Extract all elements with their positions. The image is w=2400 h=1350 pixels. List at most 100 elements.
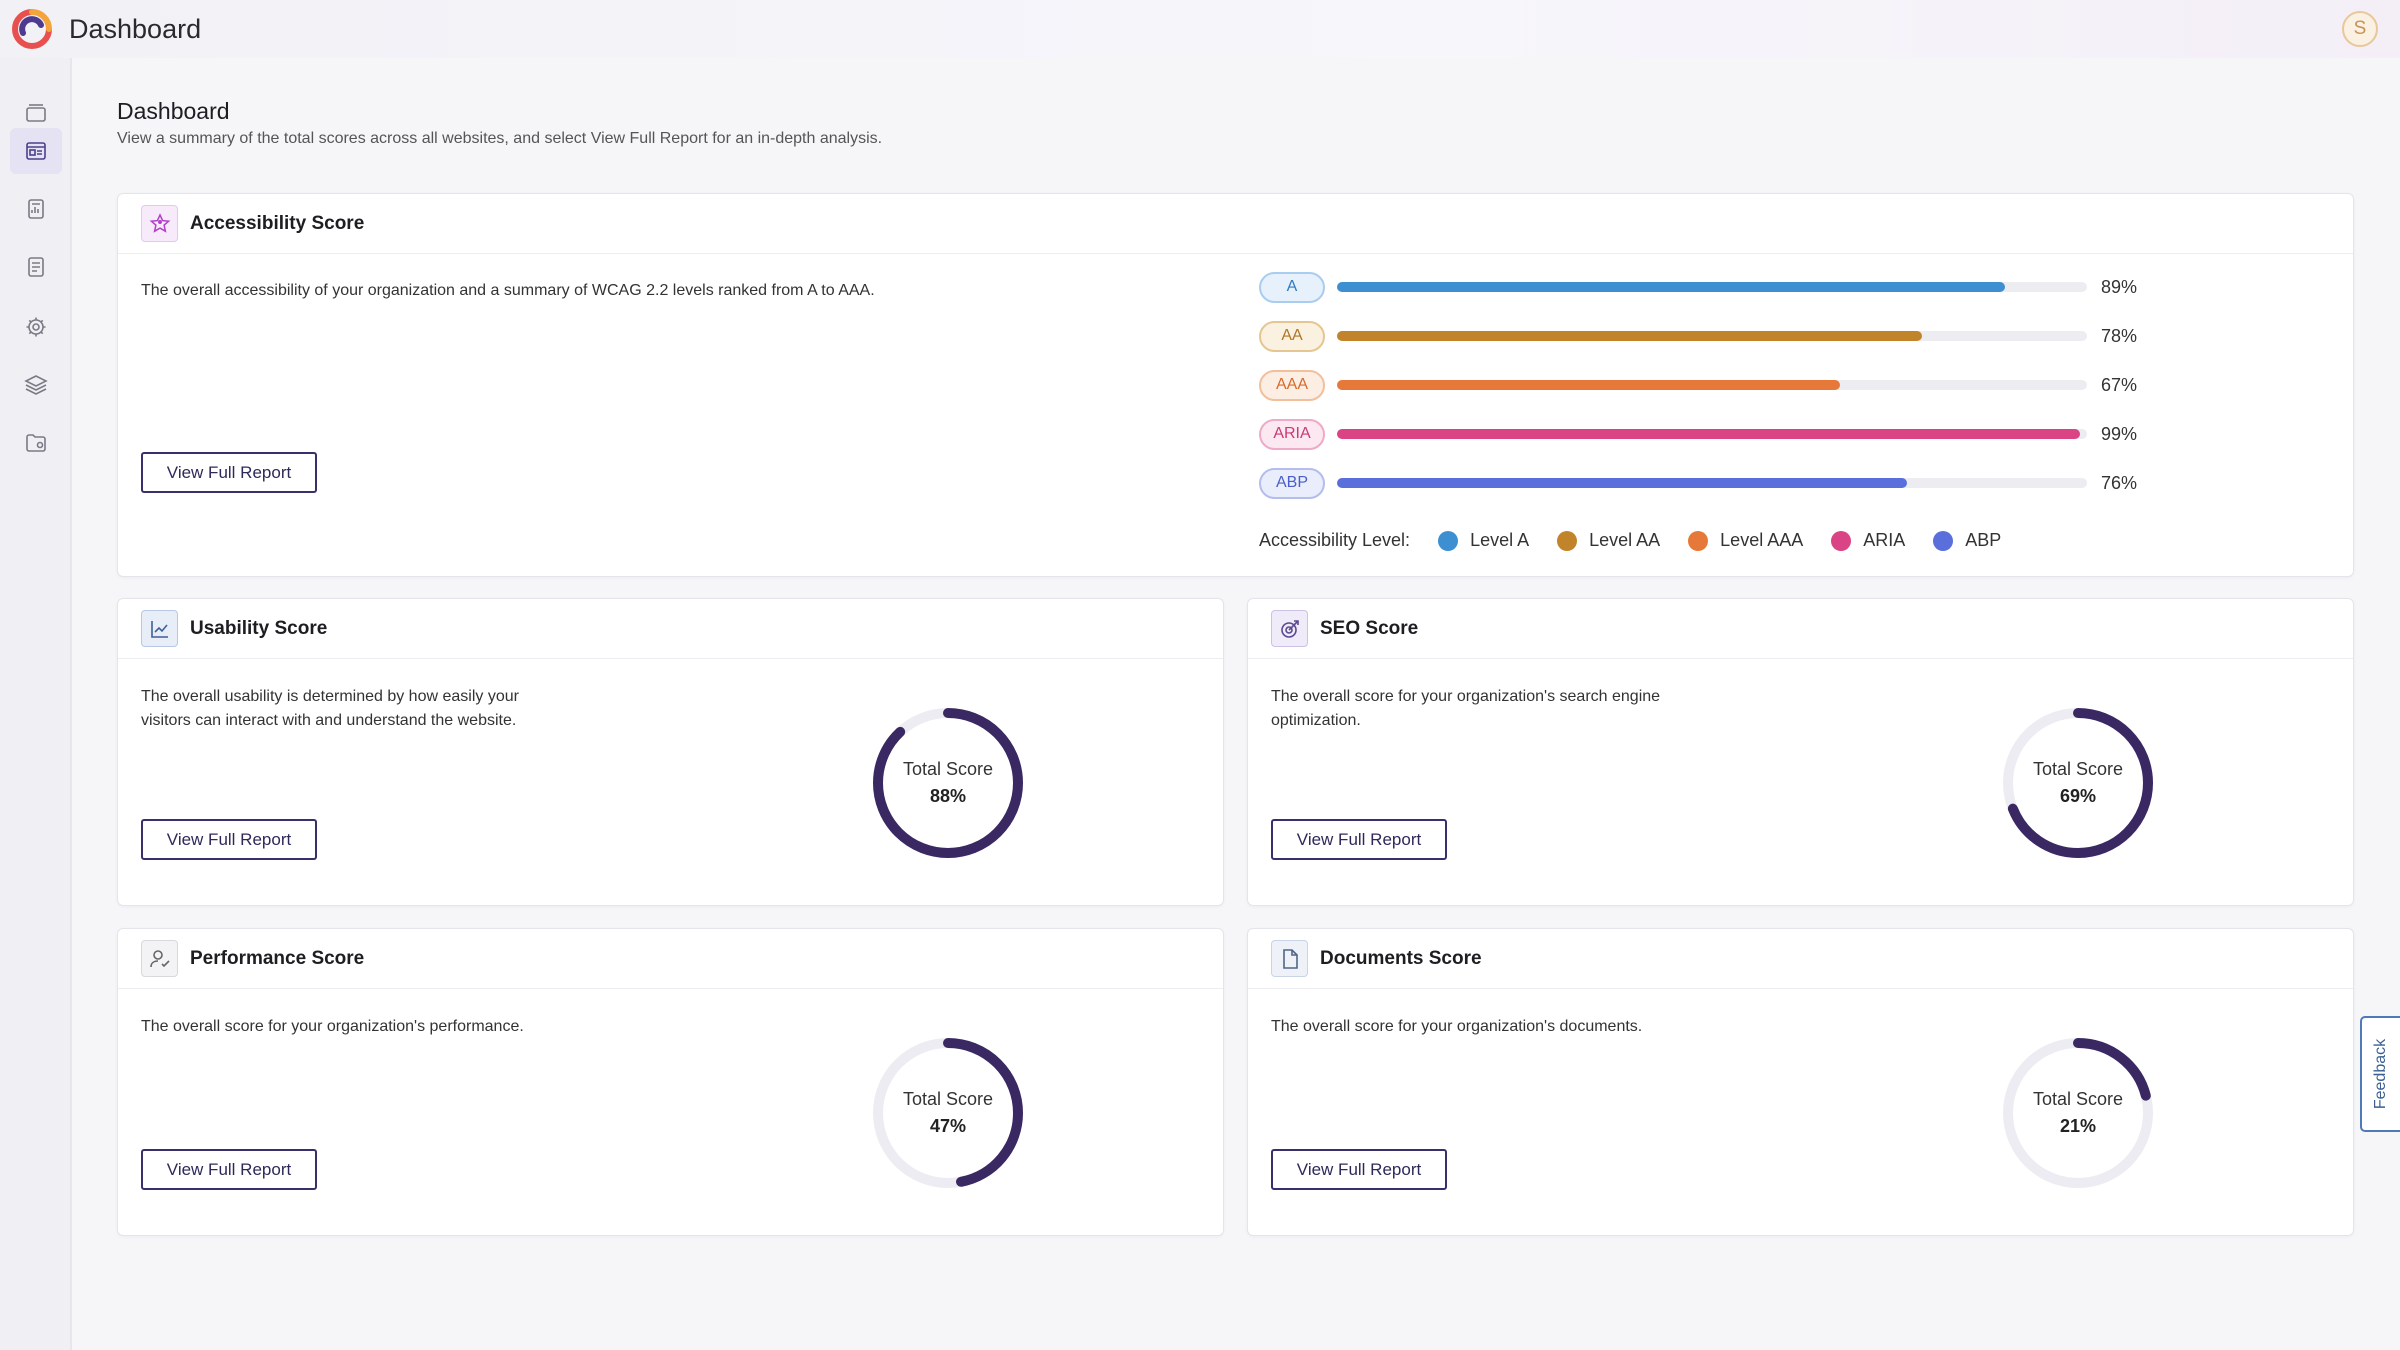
documents-card: Documents Score The overall score for yo…	[1247, 928, 2354, 1236]
level-badge: AAA	[1259, 369, 1325, 401]
donut-center: Total Score 69%	[1998, 703, 2158, 863]
documents-score-donut: Total Score 21%	[1998, 1033, 2158, 1193]
level-track	[1337, 429, 2087, 439]
level-row-aria: ARIA 99%	[1259, 418, 2137, 450]
accessibility-card: Accessibility Score The overall accessib…	[117, 193, 2354, 577]
card-description: The overall usability is determined by h…	[141, 685, 519, 733]
document-icon	[1271, 940, 1308, 977]
legend-label: Accessibility Level:	[1259, 530, 1411, 550]
card-header: SEO Score	[1248, 599, 2353, 659]
level-fill	[1337, 282, 2005, 292]
level-track	[1337, 282, 2087, 292]
accessibility-view-full-report-button[interactable]: View Full Report	[141, 452, 317, 493]
level-track	[1337, 380, 2087, 390]
level-badge: ABP	[1259, 467, 1325, 499]
app-title: Dashboard	[69, 13, 202, 44]
legend-item-level-aa: Level AA	[1557, 530, 1660, 551]
legend-text: Level AA	[1589, 530, 1661, 550]
seo-view-full-report-button[interactable]: View Full Report	[1271, 819, 1447, 860]
card-header: Performance Score	[118, 929, 1223, 989]
page-subtitle: View a summary of the total scores acros…	[117, 130, 883, 147]
card-description: The overall accessibility of your organi…	[141, 282, 875, 299]
legend-item-aria: ARIA	[1831, 530, 1905, 551]
performance-card: Performance Score The overall score for …	[117, 928, 1224, 1236]
performance-view-full-report-button[interactable]: View Full Report	[141, 1149, 317, 1190]
legend-item-abp: ABP	[1933, 530, 2001, 551]
card-title: Usability Score	[190, 617, 328, 639]
level-track	[1337, 331, 2087, 341]
feedback-label: Feedback	[2372, 1038, 2390, 1110]
donut-label: Total Score	[2032, 759, 2124, 779]
sidebar-item-layers[interactable]	[10, 362, 62, 408]
documents-view-full-report-button[interactable]: View Full Report	[1271, 1149, 1447, 1190]
sidebar-item-websites[interactable]	[10, 90, 62, 136]
card-header: Accessibility Score	[118, 194, 2353, 254]
level-percent: 78%	[2101, 325, 2138, 346]
seo-target-icon	[1271, 610, 1308, 647]
level-row-a: A 89%	[1259, 271, 2137, 303]
donut-value: 88%	[929, 786, 967, 806]
card-description: The overall score for your organization'…	[1271, 685, 1660, 733]
level-row-aa: AA 78%	[1259, 320, 2137, 352]
dashboard-icon	[26, 142, 46, 160]
report-icon	[28, 199, 44, 219]
sidebar-item-dashboard[interactable]	[10, 128, 62, 174]
document-icon	[28, 257, 44, 277]
sidebar-item-settings[interactable]	[10, 304, 62, 350]
sidebar-item-documents[interactable]	[10, 244, 62, 290]
legend-text: Level A	[1470, 530, 1530, 550]
donut-value: 69%	[2059, 786, 2097, 806]
description-line: The overall usability is determined by h…	[141, 688, 519, 705]
sidebar-item-reports[interactable]	[10, 186, 62, 232]
legend-item-level-aaa: Level AAA	[1688, 530, 1803, 551]
card-description: The overall score for your organization'…	[1271, 1018, 1643, 1035]
legend-item-level-a: Level A	[1438, 530, 1529, 551]
app-logo-icon[interactable]	[9, 6, 55, 52]
donut-label: Total Score	[2032, 1089, 2124, 1109]
donut-center: Total Score 88%	[868, 703, 1028, 863]
level-row-abp: ABP 76%	[1259, 467, 2137, 499]
card-title: Documents Score	[1320, 947, 1482, 969]
level-badge: ARIA	[1259, 418, 1325, 450]
card-header: Documents Score	[1248, 929, 2353, 989]
level-fill	[1337, 331, 1922, 341]
donut-center: Total Score 47%	[868, 1033, 1028, 1193]
level-percent: 99%	[2101, 423, 2138, 444]
user-performance-icon	[141, 940, 178, 977]
level-percent: 67%	[2101, 374, 2138, 395]
donut-label: Total Score	[902, 759, 994, 779]
card-title: SEO Score	[1320, 617, 1419, 639]
accessibility-icon	[141, 205, 178, 242]
seo-card: SEO Score The overall score for your org…	[1247, 598, 2354, 906]
card-description: The overall score for your organization'…	[141, 1018, 524, 1035]
description-line: The overall score for your organization'…	[1271, 688, 1661, 705]
level-percent: 89%	[2101, 276, 2138, 297]
legend-text: Level AAA	[1720, 530, 1804, 550]
performance-score-donut: Total Score 47%	[868, 1033, 1028, 1193]
card-header: Usability Score	[118, 599, 1223, 659]
donut-center: Total Score 21%	[1998, 1033, 2158, 1193]
level-fill	[1337, 380, 1840, 390]
accessibility-levels-chart: A 89% AA 78% AAA 67% ARIA 99% ABP	[1259, 194, 2159, 574]
legend-dot	[1933, 530, 1954, 551]
layers-icon	[24, 375, 48, 395]
folder-settings-icon	[26, 434, 46, 452]
user-avatar[interactable]: S	[2342, 11, 2378, 47]
description-line: optimization.	[1271, 712, 1361, 729]
card-title: Performance Score	[190, 947, 365, 969]
usability-view-full-report-button[interactable]: View Full Report	[141, 819, 317, 860]
level-badge: AA	[1259, 320, 1325, 352]
sidebar-item-folder-settings[interactable]	[10, 420, 62, 466]
level-percent: 76%	[2101, 472, 2138, 493]
legend-text: ABP	[1965, 530, 2002, 550]
seo-score-donut: Total Score 69%	[1998, 703, 2158, 863]
cards-icon	[26, 104, 46, 122]
feedback-tab[interactable]: Feedback	[2360, 1016, 2400, 1132]
donut-value: 21%	[2059, 1116, 2097, 1136]
level-fill	[1337, 429, 2080, 439]
accessibility-legend: Accessibility Level: Level A Level AA Le…	[1259, 530, 2001, 551]
top-bar: Dashboard S	[0, 0, 2400, 58]
usability-card: Usability Score The overall usability is…	[117, 598, 1224, 906]
legend-dot	[1688, 530, 1709, 551]
legend-dot	[1557, 530, 1578, 551]
